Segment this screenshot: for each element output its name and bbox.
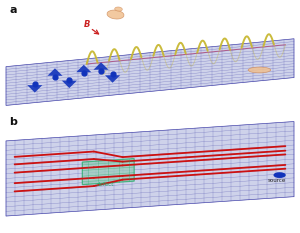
Text: b: b <box>9 117 17 127</box>
Text: B: B <box>84 20 90 29</box>
Polygon shape <box>6 39 294 105</box>
Polygon shape <box>82 159 134 185</box>
Polygon shape <box>94 62 109 70</box>
Ellipse shape <box>107 10 124 19</box>
Circle shape <box>274 173 285 177</box>
Polygon shape <box>105 75 120 83</box>
Polygon shape <box>27 85 42 93</box>
Polygon shape <box>76 65 91 72</box>
Polygon shape <box>6 122 294 216</box>
Text: source: source <box>268 178 286 183</box>
Text: defect: defect <box>97 182 114 187</box>
Ellipse shape <box>248 67 271 73</box>
Ellipse shape <box>115 7 122 11</box>
Polygon shape <box>62 81 77 88</box>
Polygon shape <box>47 68 62 76</box>
Text: a: a <box>9 5 16 15</box>
